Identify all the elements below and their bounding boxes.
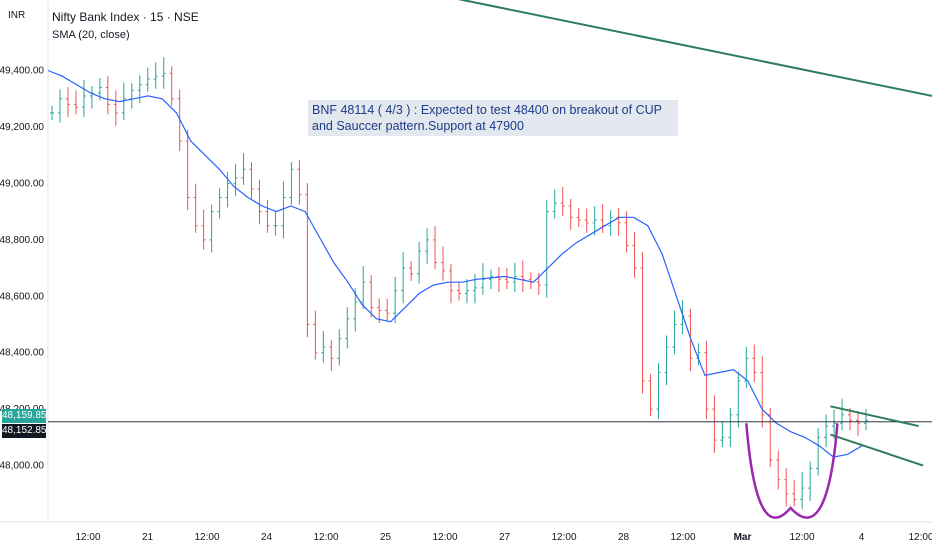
sma-line bbox=[47, 69, 863, 458]
x-tick-label: 12:00 bbox=[75, 532, 100, 543]
y-tick-label: 48,600.00 bbox=[0, 291, 44, 302]
currency-label: INR bbox=[8, 10, 26, 21]
annotation-note[interactable]: BNF 48114 ( 4/3 ) : Expected to test 484… bbox=[308, 100, 678, 136]
x-tick-label: 21 bbox=[142, 532, 154, 543]
sma-price-tag: 48,152.85 bbox=[2, 423, 47, 438]
x-tick-label: 12:00 bbox=[551, 532, 576, 543]
x-tick-label: Mar bbox=[734, 532, 752, 543]
symbol-title[interactable]: Nifty Bank Index · 15 · NSE bbox=[52, 10, 199, 24]
y-tick-label: 49,000.00 bbox=[0, 178, 44, 189]
x-tick-label: 12:00 bbox=[194, 532, 219, 543]
y-tick-label: 48,400.00 bbox=[0, 348, 44, 359]
cup-curve bbox=[745, 423, 839, 519]
x-tick-label: 12:00 bbox=[908, 532, 932, 543]
x-tick-label: 24 bbox=[261, 532, 273, 543]
x-tick-label: 12:00 bbox=[670, 532, 695, 543]
x-tick-label: 27 bbox=[499, 532, 511, 543]
y-tick-label: 49,400.00 bbox=[0, 66, 44, 77]
x-tick-label: 12:00 bbox=[313, 532, 338, 543]
trendline bbox=[830, 433, 924, 467]
chart-header: Nifty Bank Index · 15 · NSE SMA (20, clo… bbox=[52, 8, 199, 44]
x-tick-label: 4 bbox=[859, 532, 865, 543]
indicator-label[interactable]: SMA (20, close) bbox=[52, 29, 130, 41]
x-tick-label: 12:00 bbox=[432, 532, 457, 543]
trendline bbox=[830, 405, 919, 428]
x-tick-label: 28 bbox=[618, 532, 630, 543]
y-tick-label: 48,800.00 bbox=[0, 235, 44, 246]
y-tick-label: 49,200.00 bbox=[0, 122, 44, 133]
last-price-tag: 48,159.85 bbox=[2, 408, 47, 423]
trendline bbox=[457, 0, 932, 97]
x-tick-label: 25 bbox=[380, 532, 392, 543]
x-tick-label: 12:00 bbox=[789, 532, 814, 543]
y-tick-label: 48,000.00 bbox=[0, 461, 44, 472]
